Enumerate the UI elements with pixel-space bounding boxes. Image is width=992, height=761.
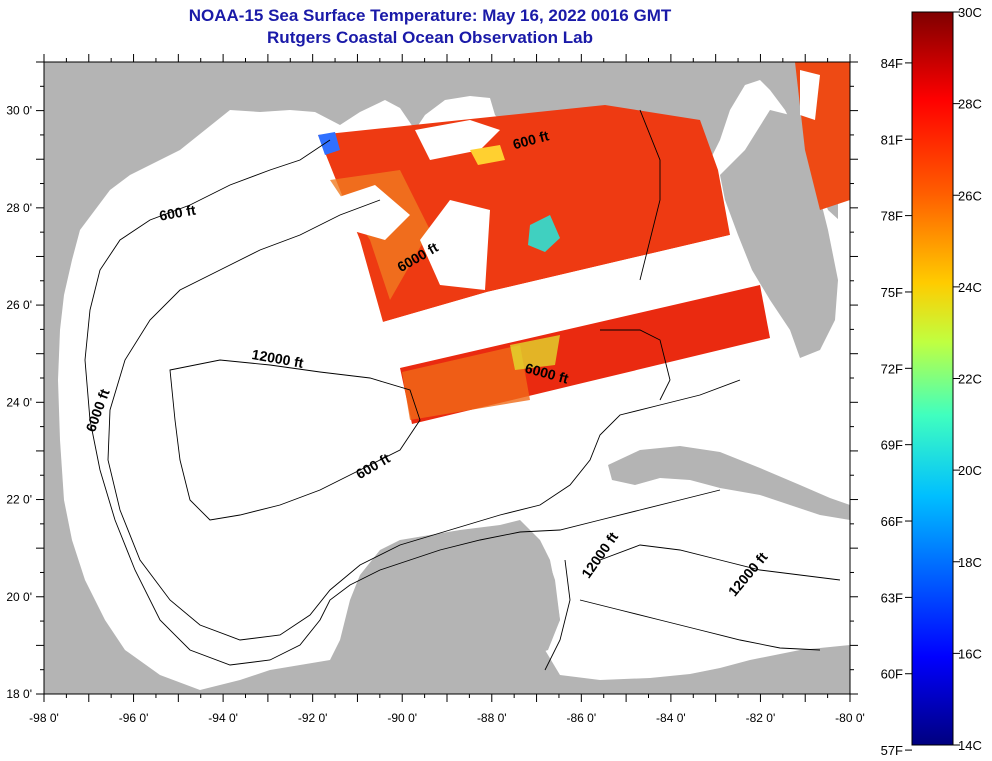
lon-tick-label: -82 0'	[746, 711, 776, 725]
contour-label: 600 ft	[158, 202, 197, 224]
lat-tick-label: 30 0'	[6, 104, 32, 118]
lat-tick-label: 22 0'	[6, 493, 32, 507]
land-florida	[720, 110, 838, 358]
colorbar-celsius-label: 16C	[958, 646, 982, 661]
colorbar-celsius-label: 22C	[958, 372, 982, 387]
map-title: NOAA-15 Sea Surface Temperature: May 16,…	[188, 6, 672, 25]
colorbar-fahrenheit-label: 60F	[881, 667, 903, 682]
colorbar-fahrenheit-label: 75F	[881, 285, 903, 300]
colorbar-celsius-label: 24C	[958, 280, 982, 295]
colorbar-fahrenheit-label: 84F	[881, 56, 903, 71]
colorbar-celsius-label: 26C	[958, 188, 982, 203]
lon-tick-label: -86 0'	[567, 711, 597, 725]
colorbar-celsius-label: 14C	[958, 738, 982, 753]
colorbar-fahrenheit-label: 72F	[881, 361, 903, 376]
colorbar-labels: 30C 28C 26C 24C 22C 20C 18C 16C 14C 84F 81F 78F 75F 7…	[881, 5, 982, 758]
colorbar-fahrenheit-label: 63F	[881, 590, 903, 605]
lon-tick-label: -90 0'	[387, 711, 417, 725]
colorbar-celsius-label: 18C	[958, 555, 982, 570]
lat-tick-label: 18 0'	[6, 687, 32, 701]
lon-tick-label: -92 0'	[298, 711, 328, 725]
colorbar-fahrenheit-label: 57F	[881, 743, 903, 758]
colorbar-fahrenheit-label: 81F	[881, 132, 903, 147]
colorbar-celsius-label: 28C	[958, 97, 982, 112]
bathymetry-contours	[84, 109, 841, 671]
colorbar-fahrenheit-label: 78F	[881, 209, 903, 224]
lat-tick-label: 28 0'	[6, 201, 32, 215]
lon-axis: -98 0' -96 0' -94 0' -92 0' -90 0' -88 0' -86 …	[29, 711, 865, 725]
lon-tick-label: -88 0'	[477, 711, 507, 725]
colorbar	[911, 11, 954, 746]
lon-tick-label: -94 0'	[208, 711, 238, 725]
lat-tick-label: 20 0'	[6, 590, 32, 604]
colorbar-fahrenheit-label: 69F	[881, 438, 903, 453]
lat-tick-label: 24 0'	[6, 395, 32, 409]
map-subtitle: Rutgers Coastal Ocean Observation Lab	[267, 28, 593, 47]
lon-tick-label: -98 0'	[29, 711, 59, 725]
colorbar-celsius-label: 20C	[958, 463, 982, 478]
lon-tick-label: -80 0'	[835, 711, 865, 725]
colorbar-fahrenheit-label: 66F	[881, 514, 903, 529]
colorbar-celsius-label: 30C	[958, 5, 982, 20]
lon-tick-label: -84 0'	[656, 711, 686, 725]
land-cuba	[608, 446, 850, 520]
land-yucatan	[360, 530, 560, 672]
lat-axis: 18 0' 20 0' 22 0' 24 0' 26 0' 28 0' 30 0'	[6, 104, 32, 701]
lon-tick-label: -96 0'	[119, 711, 149, 725]
sst-swath-north	[318, 105, 730, 322]
axis-ticks	[36, 54, 858, 702]
lat-tick-label: 26 0'	[6, 298, 32, 312]
